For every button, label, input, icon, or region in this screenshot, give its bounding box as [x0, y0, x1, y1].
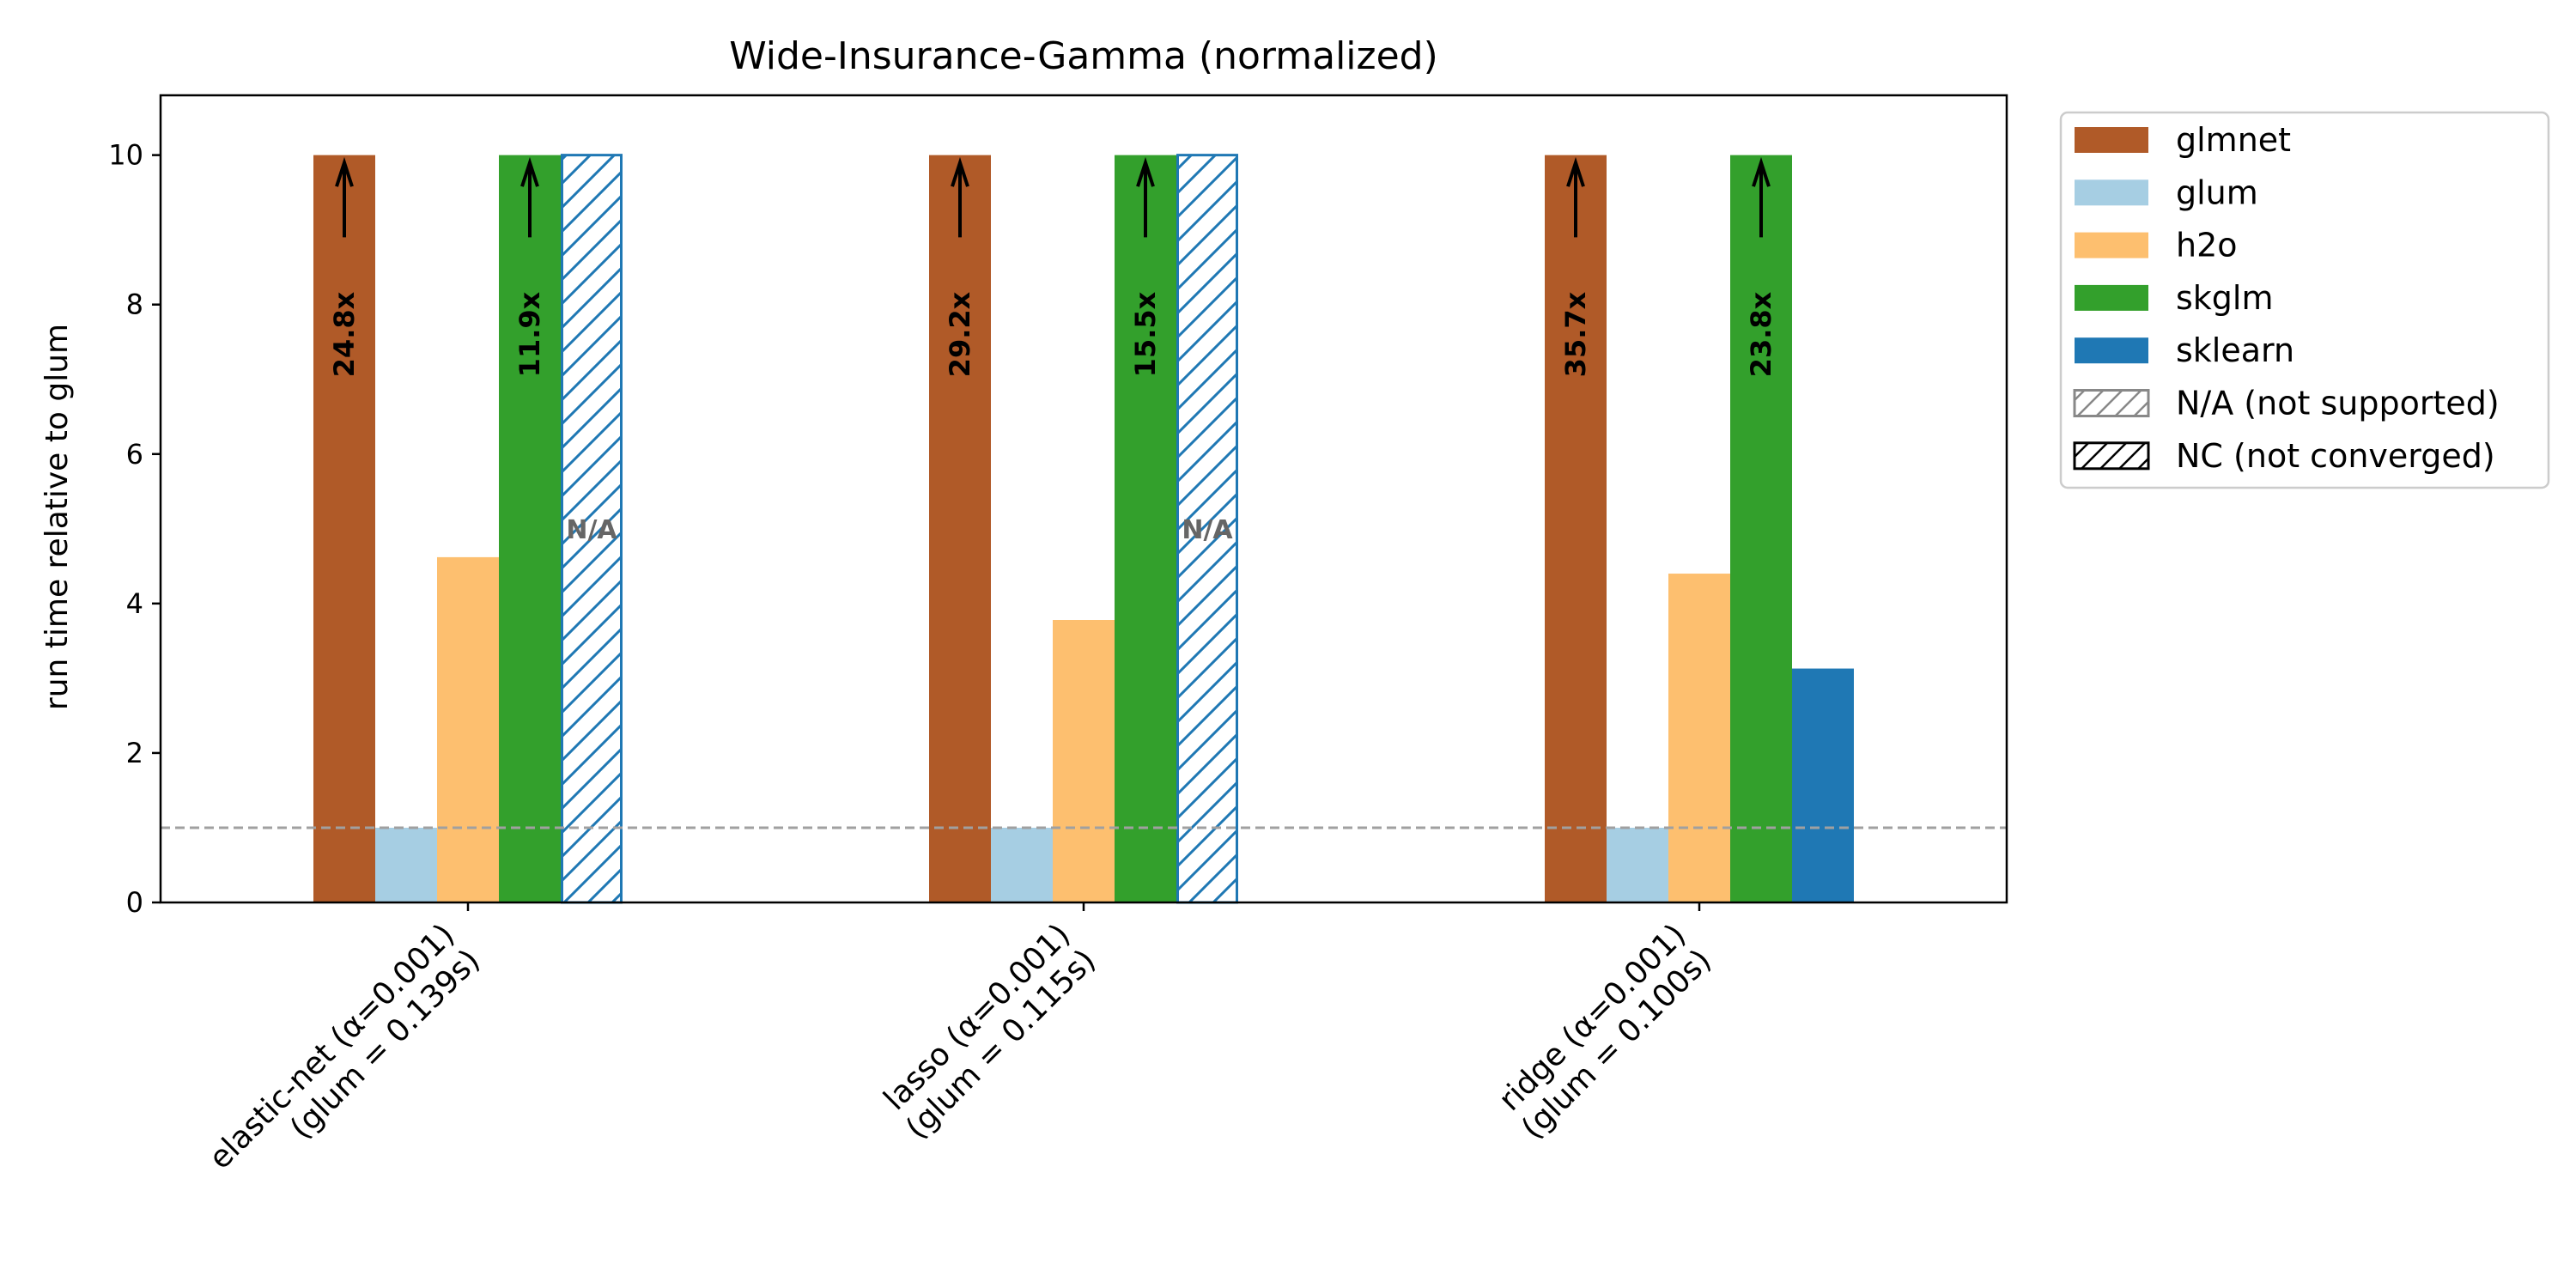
legend-swatch-glmnet [2075, 127, 2148, 153]
bar-h2o [437, 557, 499, 902]
bar-glmnet [929, 155, 991, 902]
chart-title: Wide-Insurance-Gamma (normalized) [729, 34, 1438, 78]
y-axis-label: run time relative to glum [39, 324, 75, 710]
bar-h2o [1668, 574, 1730, 902]
bar-value-label: 29.2x [944, 291, 976, 377]
legend-label-na: N/A (not supported) [2176, 385, 2500, 422]
y-tick-label: 2 [126, 737, 143, 769]
legend-swatch-na [2075, 391, 2148, 416]
bar-value-label: 11.9x [513, 291, 546, 377]
y-tick-label: 8 [126, 289, 143, 321]
bar-value-label: 24.8x [328, 291, 361, 377]
legend-swatch-h2o [2075, 233, 2148, 258]
legend-label-nc: NC (not converged) [2176, 437, 2495, 475]
legend-label-skglm: skglm [2176, 279, 2274, 317]
bar-glum [1607, 828, 1668, 902]
bar-glum [375, 828, 437, 902]
y-tick-label: 0 [126, 886, 143, 919]
bar-value-label: 35.7x [1559, 291, 1592, 377]
bar-value-label: 23.8x [1745, 291, 1777, 377]
bar-glmnet [313, 155, 375, 902]
bar-glum [991, 828, 1053, 902]
x-category-label: ridge (α=0.001)(glum = 0.100s) [1490, 917, 1718, 1145]
x-category-label: elastic-net (α=0.001)(glum = 0.139s) [203, 917, 487, 1201]
legend-swatch-glum [2075, 179, 2148, 205]
legend-label-glmnet: glmnet [2176, 121, 2291, 159]
bar-skglm [499, 155, 561, 902]
legend-label-glum: glum [2176, 173, 2258, 211]
bar-skglm [1115, 155, 1176, 902]
bar-glmnet [1545, 155, 1607, 902]
x-category-label-line1: elastic-net (α=0.001) [203, 917, 462, 1176]
legend-label-h2o: h2o [2176, 227, 2238, 264]
plot-area: 24.8x 29.2x 35.7x 11.9x 15.5x 23.8x N/A N/A 0 2 4 6… [108, 95, 2007, 1202]
bar-value-label: 15.5x [1129, 291, 1162, 377]
legend-label-sklearn: sklearn [2176, 331, 2294, 369]
legend-swatch-sklearn [2075, 337, 2148, 363]
na-label: N/A [1182, 515, 1233, 545]
bar-h2o [1053, 620, 1115, 902]
y-tick-label: 10 [108, 139, 143, 172]
na-label: N/A [566, 515, 617, 545]
legend-swatch-nc [2075, 443, 2148, 469]
legend: glmnet glum h2o skglm sklearn N/A (not suppor… [2061, 112, 2549, 488]
x-category-label: lasso (α=0.001)(glum = 0.115s) [874, 917, 1103, 1145]
y-tick-label: 6 [126, 438, 143, 471]
bar-skglm [1730, 155, 1792, 902]
y-tick-label: 4 [126, 587, 143, 620]
bar-sklearn [1792, 669, 1854, 902]
legend-swatch-skglm [2075, 285, 2148, 311]
